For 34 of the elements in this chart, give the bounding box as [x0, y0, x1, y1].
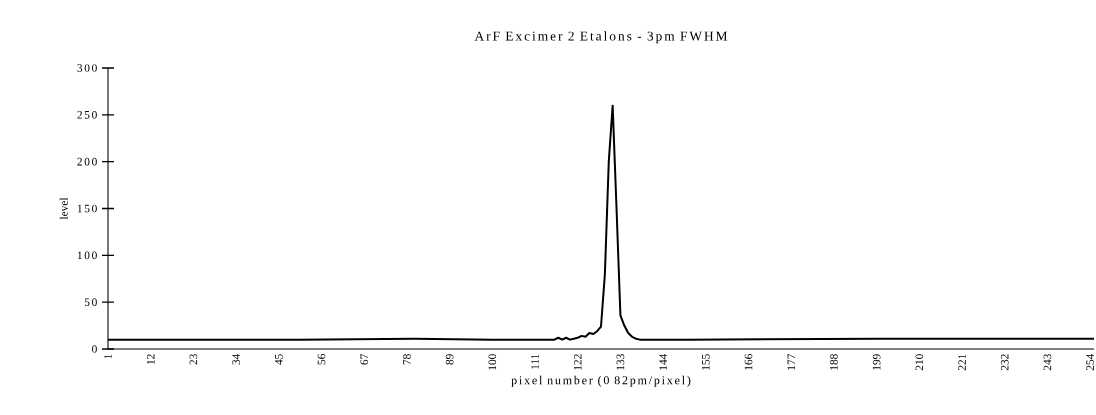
x-tick-label: 23 [189, 354, 198, 365]
x-tick-label: 1 [104, 354, 112, 359]
y-tick-label: 0 [92, 345, 97, 353]
chart-title: ArF Excimer 2 Etalons - 3pm FWHM [474, 31, 728, 44]
x-tick-label: 67 [360, 354, 369, 365]
x-tick-label: 155 [702, 354, 710, 370]
x-tick-label: 100 [488, 354, 497, 370]
y-tick-label: 50 [84, 298, 97, 306]
x-tick-label: 177 [787, 354, 795, 370]
x-tick-label: 243 [1043, 354, 1052, 371]
x-axis-title: pixel number (0 82pm/pixel) [511, 375, 691, 387]
x-tick-label: 254 [1086, 353, 1094, 371]
x-tick-label: 78 [403, 354, 411, 365]
x-tick-label: 199 [872, 354, 881, 370]
x-tick-label: 166 [744, 354, 753, 370]
x-tick-label: 122 [573, 354, 582, 370]
y-axis-title: level [59, 197, 68, 220]
x-tick-label: 221 [958, 354, 966, 371]
x-tick-label: 111 [531, 354, 539, 369]
x-tick-label: 133 [616, 354, 625, 370]
x-tick-label: 210 [915, 354, 924, 371]
y-tick-label: 250 [77, 111, 97, 119]
x-tick-label: 232 [1000, 354, 1009, 371]
x-tick-label: 45 [275, 354, 283, 365]
x-tick-label: 12 [146, 354, 155, 365]
x-tick-label: 56 [317, 354, 326, 365]
x-tick-label: 34 [232, 353, 240, 365]
x-tick-label: 89 [445, 354, 454, 365]
y-tick-label: 300 [77, 64, 97, 72]
x-tick-label: 144 [659, 353, 667, 370]
x-tick-label: 188 [830, 354, 838, 370]
y-tick-label: 100 [77, 251, 97, 260]
y-tick-label: 150 [77, 204, 97, 213]
y-tick-label: 200 [77, 157, 97, 166]
